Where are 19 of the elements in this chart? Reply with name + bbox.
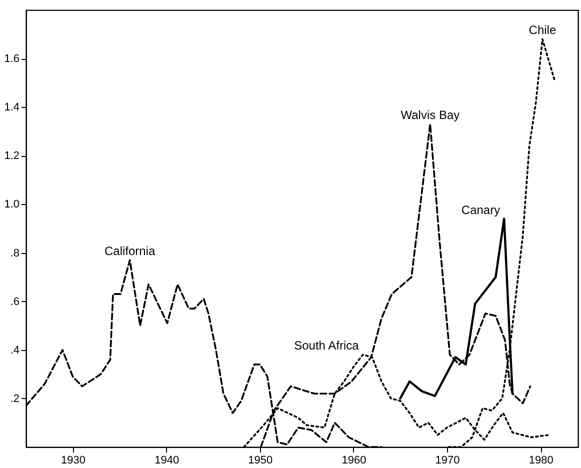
series-label: Canary [461,202,500,217]
y-tick-label: 1.0 [4,198,20,211]
series-label: California [104,244,156,258]
series-label: Walvis Bay [400,108,460,122]
y-tick-label: .6 [10,296,20,308]
series-label: Chile [528,23,556,38]
x-tick-label: 1940 [154,454,180,466]
x-tick-label: 1960 [342,454,366,466]
y-tick-label: .4 [10,344,20,356]
x-tick-label: 1930 [61,454,86,466]
y-tick-label: .8 [10,247,20,260]
x-tick-label: 1950 [248,454,273,466]
y-tick-label: 1.6 [4,53,20,66]
x-tick-label: 1980 [528,454,554,466]
y-tick-label: 1.4 [4,102,20,114]
series-label: South Africa [294,338,360,353]
y-tick-label: 1.2 [4,150,20,162]
y-tick-label: .2 [10,392,20,405]
x-tick-label: 1970 [435,454,460,466]
